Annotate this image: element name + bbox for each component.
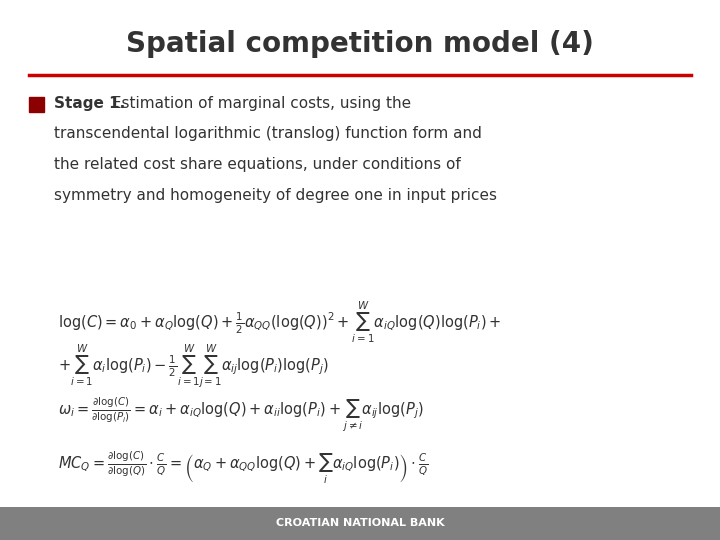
Text: transcendental logarithmic (translog) function form and: transcendental logarithmic (translog) fu… [54,126,482,141]
Text: the related cost share equations, under conditions of: the related cost share equations, under … [54,157,461,172]
Text: Stage 1.: Stage 1. [54,96,125,111]
FancyBboxPatch shape [29,97,44,112]
Text: Spatial competition model (4): Spatial competition model (4) [126,30,594,58]
Text: $\omega_i = \frac{\partial \log(C)}{\partial \log(P_i)} = \alpha_i + \alpha_{iQ}: $\omega_i = \frac{\partial \log(C)}{\par… [58,395,423,434]
Text: symmetry and homogeneity of degree one in input prices: symmetry and homogeneity of degree one i… [54,188,497,203]
Text: $MC_Q = \frac{\partial \log(C)}{\partial \log(Q)} \cdot \frac{C}{Q} = \left( \al: $MC_Q = \frac{\partial \log(C)}{\partial… [58,449,428,485]
Text: CROATIAN NATIONAL BANK: CROATIAN NATIONAL BANK [276,518,444,528]
Text: $\log(C) = \alpha_0 + \alpha_Q \log(Q) + \frac{1}{2}\alpha_{QQ}(\log(Q))^2 + \su: $\log(C) = \alpha_0 + \alpha_Q \log(Q) +… [58,300,501,345]
Text: $+ \sum_{i=1}^{W} \alpha_i \log(P_i) - \frac{1}{2}\sum_{i=1}^{W}\sum_{j=1}^{W} \: $+ \sum_{i=1}^{W} \alpha_i \log(P_i) - \… [58,343,329,390]
Text: Estimation of marginal costs, using the: Estimation of marginal costs, using the [107,96,410,111]
FancyBboxPatch shape [0,507,720,540]
